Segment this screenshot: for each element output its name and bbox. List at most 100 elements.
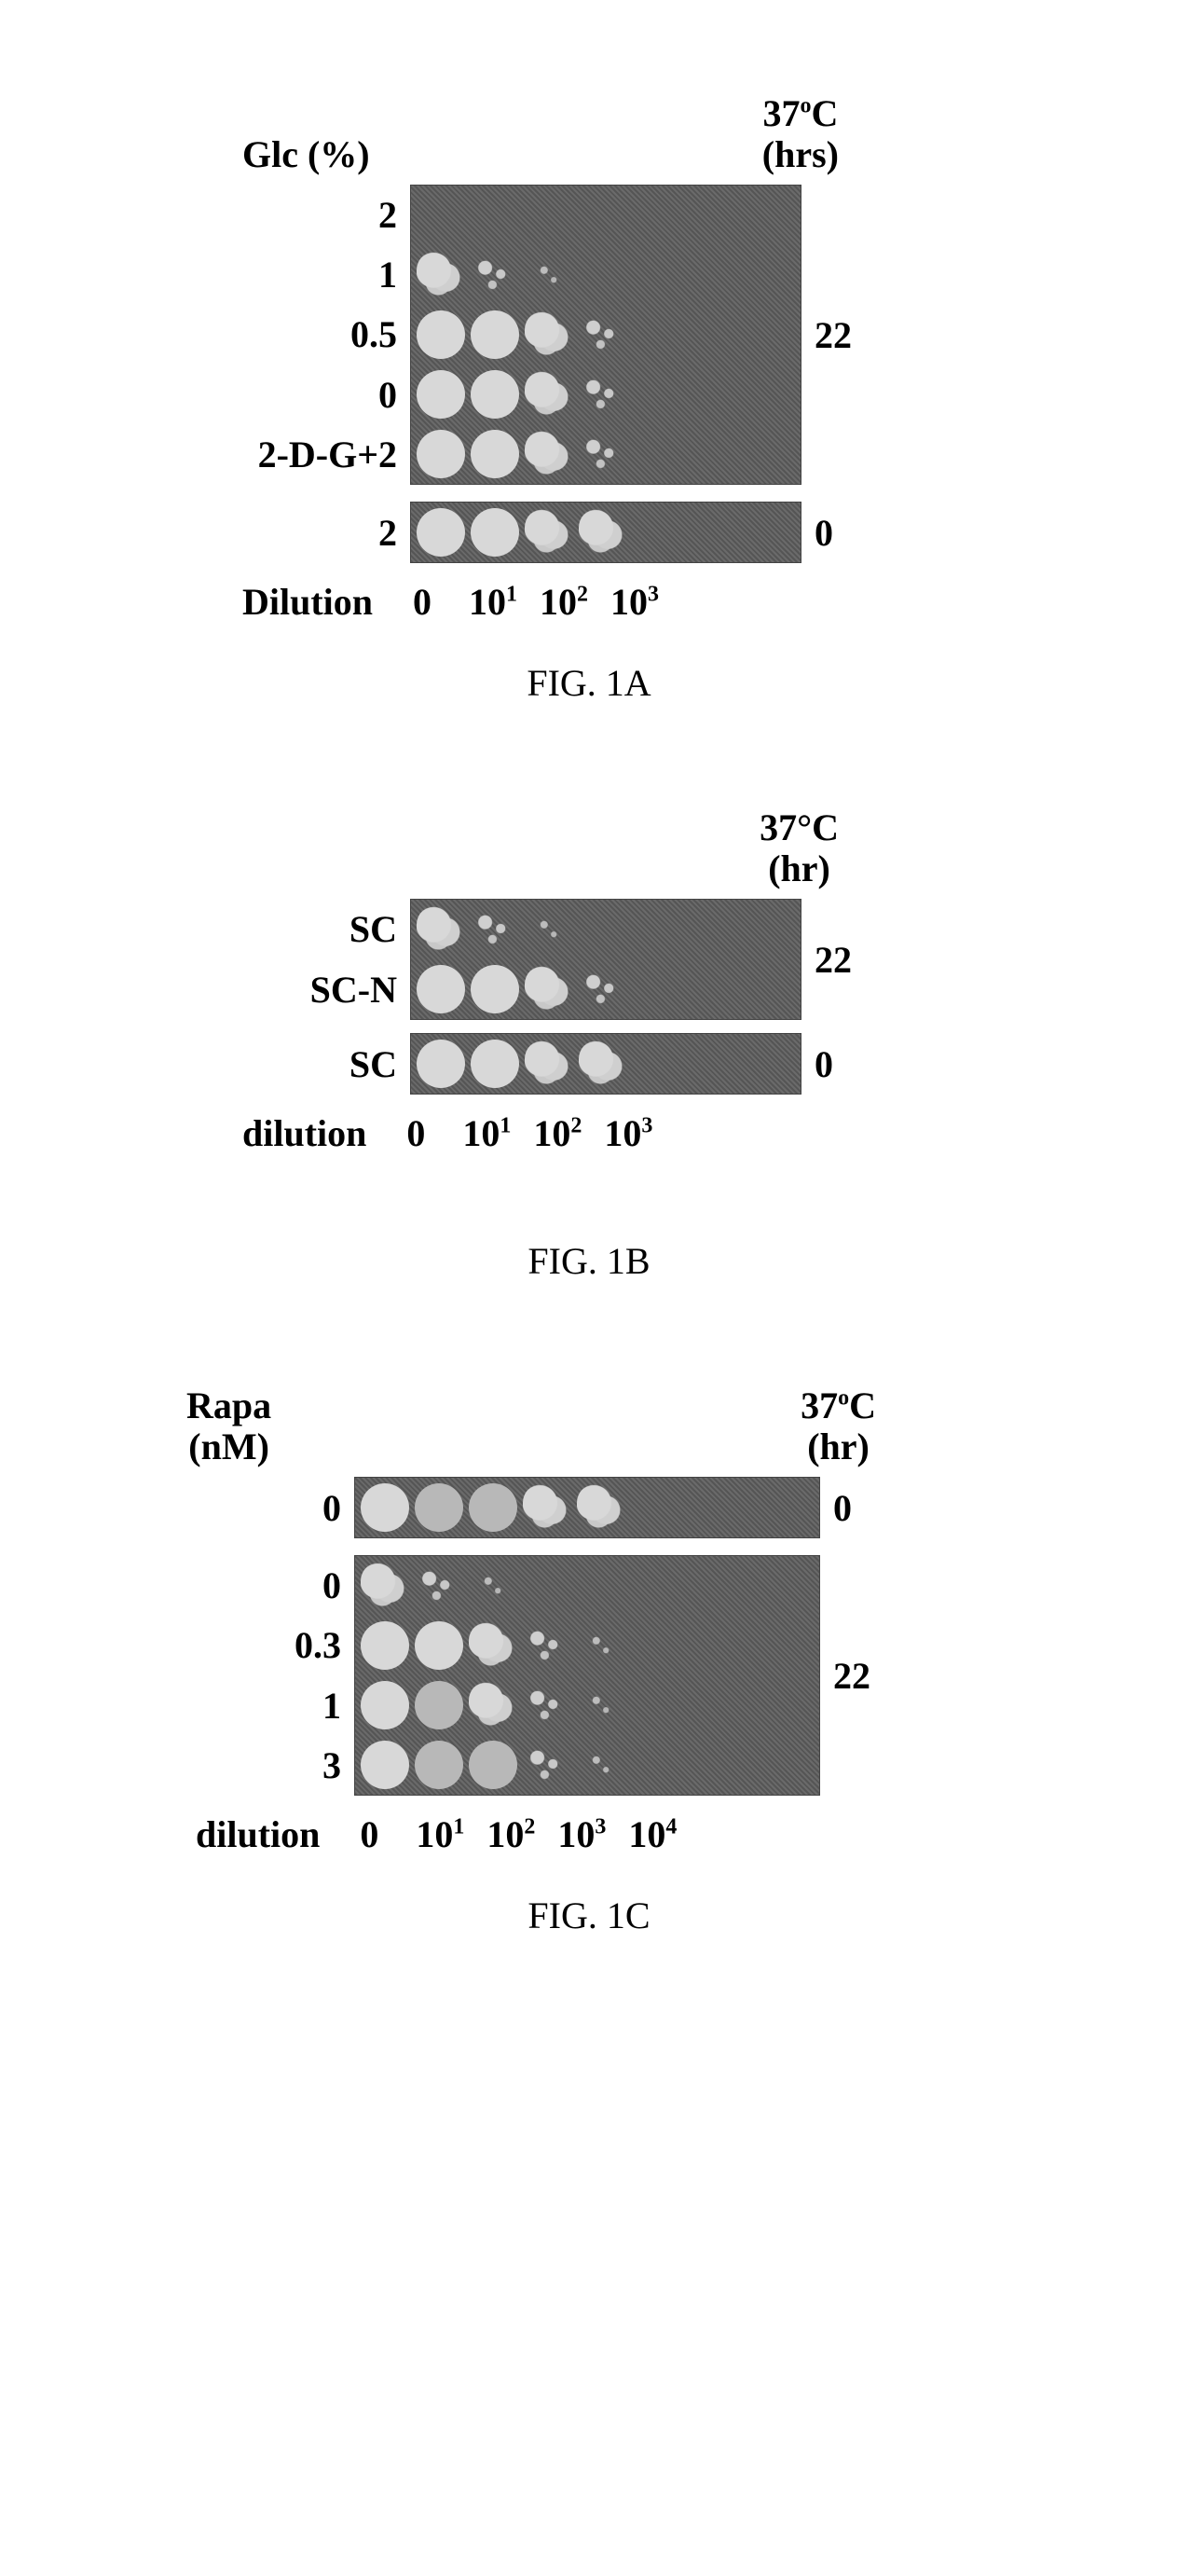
spot-row [411,245,801,305]
fig1a-caption: FIG. 1A [168,661,1010,705]
colony-spot [417,251,465,299]
colony-spot [469,1681,517,1729]
dilution-value: 101 [464,580,522,624]
spot-row [355,1735,819,1795]
colony-spot [417,191,465,240]
colony-spot [525,310,573,359]
spot-row [411,959,801,1019]
fig1c-row-label: 0 [322,1486,341,1530]
colony-spot [361,1681,409,1729]
fig1b-row-label: SC [349,1042,397,1086]
fig1b-row-label: SC-N [310,968,397,1012]
fig1c-main-panel [354,1555,820,1796]
fig1c-top-panel-container: 0 0 [354,1477,820,1538]
colony-spot [577,1741,625,1789]
spot-row [355,1616,819,1675]
fig1c-main-panel-container: 0 0.3 1 3 22 [354,1555,820,1796]
fig1b-top-panel-container: SC SC-N 22 [410,899,801,1020]
colony-spot [579,310,627,359]
dilution-value: 103 [599,1111,657,1155]
fig1b-topright-label: 37°C (hr) [760,807,839,889]
colony-spot [579,370,627,419]
colony-spot [415,1621,463,1670]
colony-spot [523,1681,571,1729]
colony-spot [525,508,573,557]
fig1c-dilution-label: dilution [196,1812,320,1856]
fig1a-row-label: 2 [378,193,397,237]
fig1a-main-panel-container: 2 1 0.5 0 2-D-G+2 22 [410,185,801,485]
dilution-value: 101 [411,1812,469,1856]
fig1a-row-label: 0.5 [350,312,397,356]
fig1a-topright-label: 37oC (hrs) [762,93,839,175]
colony-spot [525,1040,573,1088]
fig1b-dilution-label: dilution [242,1111,366,1155]
dilution-value: 103 [606,580,664,624]
fig1a-dilution-label: Dilution [242,580,373,624]
fig1a-row-label: 1 [378,253,397,296]
figure-1a: Glc (%) 37oC (hrs) 2 1 0.5 0 2-D-G+2 22 [168,93,1010,705]
colony-spot [523,1621,571,1670]
colony-spot [361,1562,409,1610]
colony-spot [579,251,627,299]
colony-spot [471,310,519,359]
colony-spot [523,1741,571,1789]
fig1b-row-label: SC [349,907,397,951]
colony-spot [471,1040,519,1088]
colony-spot [579,430,627,478]
colony-spot [525,191,573,240]
colony-spot [577,1483,625,1532]
colony-spot [417,508,465,557]
fig1c-dilution-values: 0101102103104 [340,1812,681,1856]
colony-spot [471,370,519,419]
spot-row [411,503,801,562]
colony-spot [471,191,519,240]
fig1a-right-label-22: 22 [815,313,852,357]
fig1b-right-label-0: 0 [815,1042,833,1086]
colony-spot [577,1562,625,1610]
spot-row [355,1675,819,1735]
fig1c-topleft-label: Rapa (nM) [186,1385,271,1467]
fig1c-caption: FIG. 1C [168,1894,1010,1937]
fig1b-dilution-values: 0101102103 [387,1111,657,1155]
colony-spot [525,251,573,299]
fig1a-main-panel [410,185,801,485]
fig1c-row-label: 0.3 [294,1623,341,1667]
fig1c-topright-label: 37oC (hr) [801,1385,876,1467]
colony-spot [415,1562,463,1610]
colony-spot [471,251,519,299]
colony-spot [579,191,627,240]
spot-row [411,900,801,959]
colony-spot [415,1741,463,1789]
colony-spot [417,370,465,419]
fig1c-row-label: 1 [322,1684,341,1728]
fig1c-row-label: 0 [322,1564,341,1607]
colony-spot [361,1741,409,1789]
colony-spot [471,965,519,1013]
spot-row [355,1478,819,1537]
colony-spot [469,1741,517,1789]
colony-spot [525,965,573,1013]
colony-spot [525,905,573,954]
fig1b-mid-panel-container: SC 0 [410,1033,801,1095]
spot-row [411,1034,801,1094]
fig1a-right-label-0: 0 [815,511,833,555]
colony-spot [471,508,519,557]
dilution-value: 103 [553,1812,610,1856]
colony-spot [525,430,573,478]
colony-spot [417,430,465,478]
colony-spot [579,965,627,1013]
fig1c-row-label: 3 [322,1743,341,1787]
colony-spot [579,1040,627,1088]
fig1a-topleft-label: Glc (%) [242,134,370,175]
fig1b-top-panel [410,899,801,1020]
fig1c-right-label-22: 22 [833,1654,870,1698]
spot-row [355,1556,819,1616]
colony-spot [525,370,573,419]
colony-spot [471,430,519,478]
colony-spot [417,310,465,359]
colony-spot [417,1040,465,1088]
colony-spot [469,1621,517,1670]
dilution-value: 0 [387,1111,445,1155]
colony-spot [469,1562,517,1610]
colony-spot [417,965,465,1013]
